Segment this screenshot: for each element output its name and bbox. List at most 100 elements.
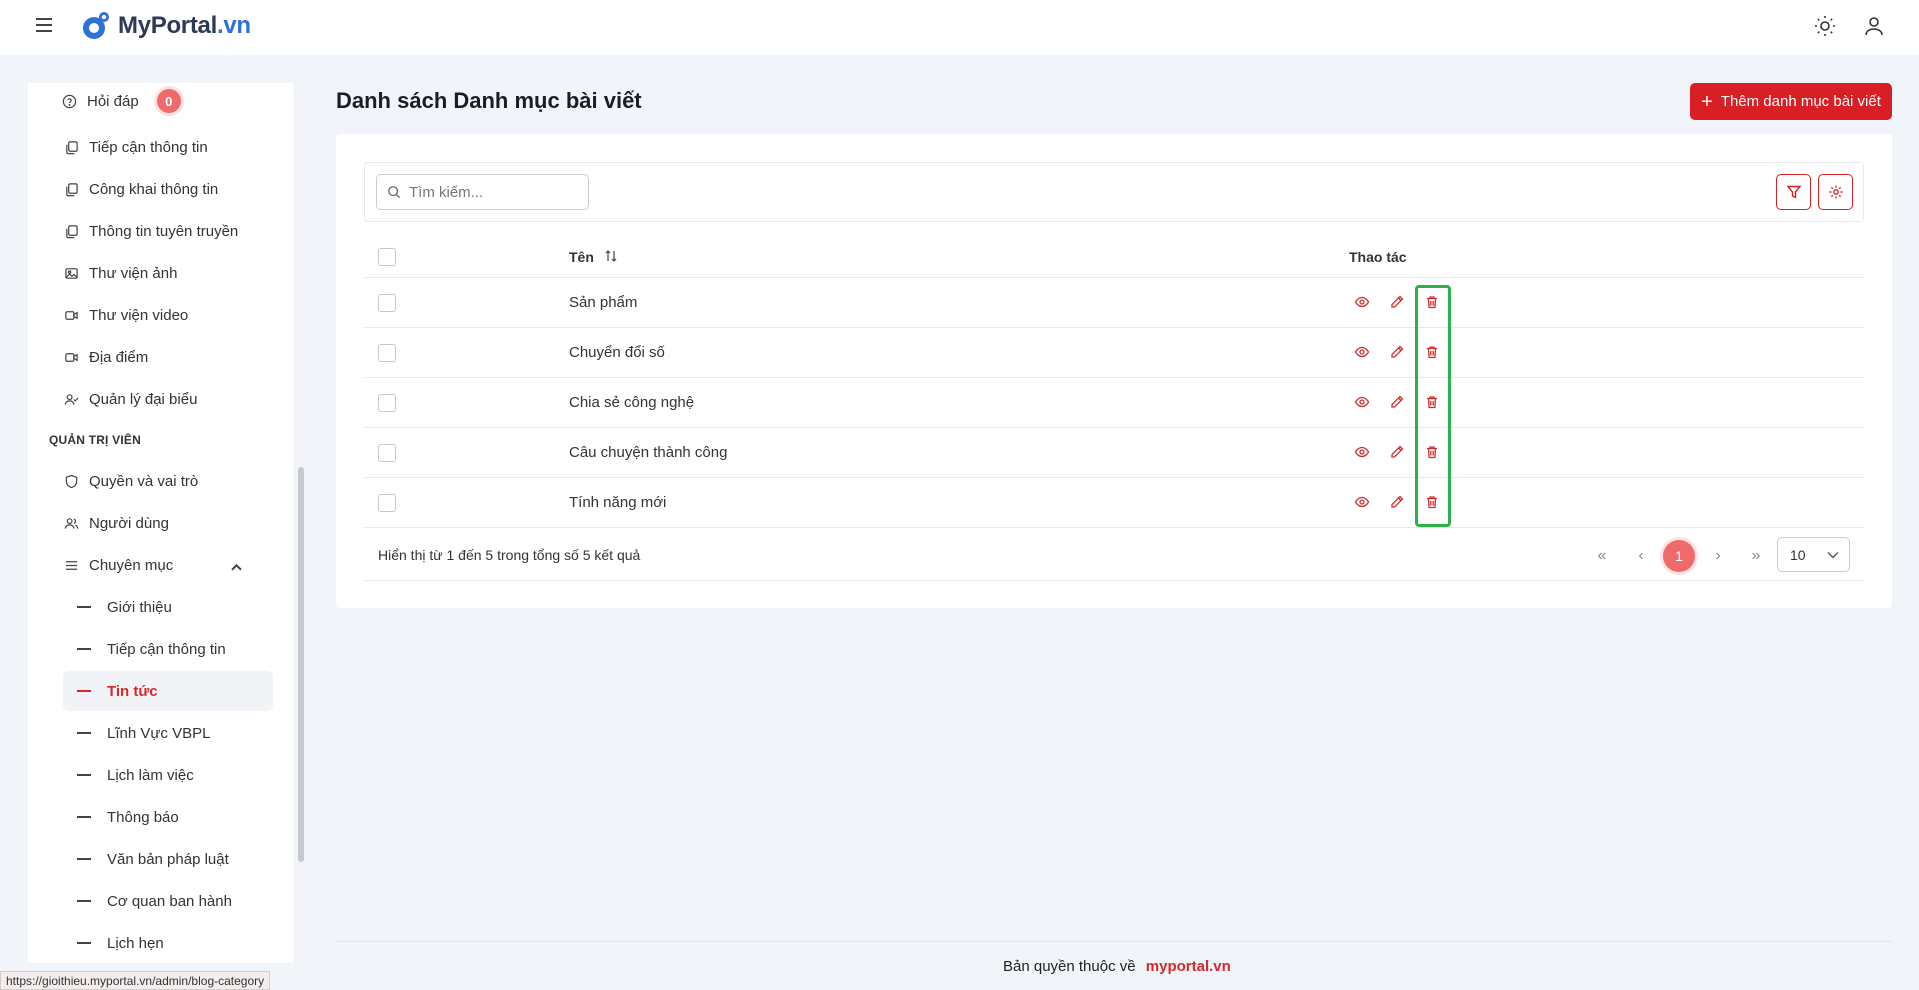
filter-button[interactable] xyxy=(1776,174,1811,210)
sidebar-item-cong-khai-thong-tin[interactable]: Công khai thông tin xyxy=(64,172,218,206)
last-page-button[interactable]: » xyxy=(1751,547,1761,564)
row-checkbox[interactable] xyxy=(378,344,396,362)
sidebar-item-hoi-dap[interactable]: Hỏi đáp 0 xyxy=(62,84,181,118)
row-checkbox[interactable] xyxy=(378,294,396,312)
sidebar-item-chuyen-muc[interactable]: Chuyên mục xyxy=(64,548,274,582)
page-footer-divider xyxy=(336,941,1892,942)
sidebar-sub-van-ban-phap-luat[interactable]: Văn bản pháp luật xyxy=(63,839,273,879)
search-box[interactable] xyxy=(376,174,589,210)
sidebar-item-label: Thư viện video xyxy=(89,306,189,324)
theme-sun-icon[interactable] xyxy=(1813,14,1837,38)
prev-page-button[interactable]: ‹ xyxy=(1638,547,1644,564)
delete-button[interactable] xyxy=(1424,294,1440,310)
sort-icon[interactable] xyxy=(604,249,618,263)
sidebar-sub-tin-tuc[interactable]: Tin tức xyxy=(63,671,273,711)
first-page-button[interactable]: « xyxy=(1597,547,1607,564)
view-icon xyxy=(1354,396,1370,408)
search-input[interactable] xyxy=(409,183,569,201)
sidebar-item-dia-diem[interactable]: Địa điểm xyxy=(64,340,148,374)
trash-icon xyxy=(1427,346,1437,359)
sidebar-item-label: Tiếp cận thông tin xyxy=(89,138,208,156)
edit-button[interactable] xyxy=(1389,294,1405,310)
sidebar-item-quan-ly-dai-bieu[interactable]: Quản lý đại biểu xyxy=(64,382,197,416)
copyright-link[interactable]: myportal.vn xyxy=(1145,958,1231,975)
sidebar-sub-gioi-thieu[interactable]: Giới thiệu xyxy=(63,587,273,627)
top-header: MyPortal.vn xyxy=(0,0,1919,55)
dash-icon xyxy=(77,816,91,818)
dash-icon xyxy=(77,942,91,944)
edit-icon xyxy=(1391,395,1404,408)
row-name: Sản phẩm xyxy=(569,294,638,311)
page-1-button[interactable]: 1 xyxy=(1663,540,1695,572)
view-button[interactable] xyxy=(1354,494,1370,510)
add-category-button[interactable]: + Thêm danh mục bài viết xyxy=(1690,83,1892,120)
sidebar-sub-tiep-can-thong-tin[interactable]: Tiếp cận thông tin xyxy=(63,629,273,669)
settings-button[interactable] xyxy=(1818,174,1853,210)
row-checkbox[interactable] xyxy=(378,444,396,462)
logo-text: MyPortal.vn xyxy=(118,12,251,39)
column-header-name[interactable]: Tên xyxy=(569,249,618,265)
user-check-icon xyxy=(64,393,79,405)
sidebar-item-quyen-va-vai-tro[interactable]: Quyền và vai trò xyxy=(64,464,198,498)
page-title: Danh sách Danh mục bài viết xyxy=(336,88,642,113)
view-button[interactable] xyxy=(1354,344,1370,360)
view-button[interactable] xyxy=(1354,444,1370,460)
edit-icon xyxy=(1391,295,1404,308)
sidebar-sub-linh-vuc-vbpl[interactable]: Lĩnh Vực VBPL xyxy=(63,713,273,753)
user-account-icon[interactable] xyxy=(1862,14,1886,38)
video-icon xyxy=(65,310,78,320)
row-checkbox[interactable] xyxy=(378,394,396,412)
sidebar-item-label: Quyền và vai trò xyxy=(89,472,199,490)
dash-icon xyxy=(77,606,91,608)
edit-button[interactable] xyxy=(1389,494,1405,510)
delete-button[interactable] xyxy=(1424,494,1440,510)
view-button[interactable] xyxy=(1354,294,1370,310)
view-icon xyxy=(1354,346,1370,358)
add-category-label: Thêm danh mục bài viết xyxy=(1720,93,1881,110)
sidebar-item-nguoi-dung[interactable]: Người dùng xyxy=(64,506,169,540)
sidebar-item-label: Thông tin tuyên truyền xyxy=(89,222,239,240)
sidebar-sub-lich-lam-viec[interactable]: Lịch làm việc xyxy=(63,755,273,795)
chevron-up-icon[interactable] xyxy=(229,560,244,575)
status-bar-url: https://gioithieu.myportal.vn/admin/blog… xyxy=(0,971,271,990)
sidebar-item-thu-vien-video[interactable]: Thư viện video xyxy=(64,298,188,332)
plus-icon: + xyxy=(1701,90,1713,113)
sidebar-sub-lich-hen[interactable]: Lịch hẹn xyxy=(63,923,273,963)
sidebar-sub-label: Giới thiệu xyxy=(107,598,172,616)
search-icon xyxy=(388,186,401,199)
dash-icon xyxy=(77,690,91,692)
logo[interactable]: MyPortal.vn xyxy=(80,10,251,42)
sidebar-item-label: Công khai thông tin xyxy=(89,180,219,198)
sidebar-sub-label: Lĩnh Vực VBPL xyxy=(107,724,211,742)
view-button[interactable] xyxy=(1354,394,1370,410)
per-page-select[interactable]: 10 xyxy=(1777,537,1850,572)
users-icon xyxy=(64,517,79,529)
video-icon xyxy=(65,352,78,362)
edit-button[interactable] xyxy=(1389,444,1405,460)
sidebar-item-tiep-can-thong-tin[interactable]: Tiếp cận thông tin xyxy=(64,130,208,164)
sidebar-sub-label: Lịch hẹn xyxy=(107,934,164,952)
menu-toggle-icon[interactable] xyxy=(36,18,54,36)
sidebar-sub-label: Thông báo xyxy=(107,808,179,826)
dash-icon xyxy=(77,774,91,776)
delete-button[interactable] xyxy=(1424,344,1440,360)
sidebar-scrollbar-thumb[interactable] xyxy=(298,467,304,862)
table-row: Sản phẩm xyxy=(364,278,1864,328)
select-all-checkbox[interactable] xyxy=(378,248,396,266)
edit-button[interactable] xyxy=(1389,394,1405,410)
table-row: Tính năng mới xyxy=(364,478,1864,528)
pagination-summary: Hiển thị từ 1 đến 5 trong tổng số 5 kết … xyxy=(378,547,641,563)
sidebar-sub-co-quan-ban-hanh[interactable]: Cơ quan ban hành xyxy=(63,881,273,921)
dash-icon xyxy=(77,648,91,650)
delete-button[interactable] xyxy=(1424,444,1440,460)
sidebar-item-thong-tin-tuyen-truyen[interactable]: Thông tin tuyên truyền xyxy=(64,214,238,248)
delete-button[interactable] xyxy=(1424,394,1440,410)
edit-button[interactable] xyxy=(1389,344,1405,360)
sidebar-item-thu-vien-anh[interactable]: Thư viện ảnh xyxy=(64,256,177,290)
row-checkbox[interactable] xyxy=(378,494,396,512)
edit-icon xyxy=(1391,495,1404,508)
sidebar-sub-thong-bao[interactable]: Thông báo xyxy=(63,797,273,837)
sidebar-sub-label: Cơ quan ban hành xyxy=(107,892,232,910)
shield-icon xyxy=(65,474,78,488)
next-page-button[interactable]: › xyxy=(1715,547,1721,564)
